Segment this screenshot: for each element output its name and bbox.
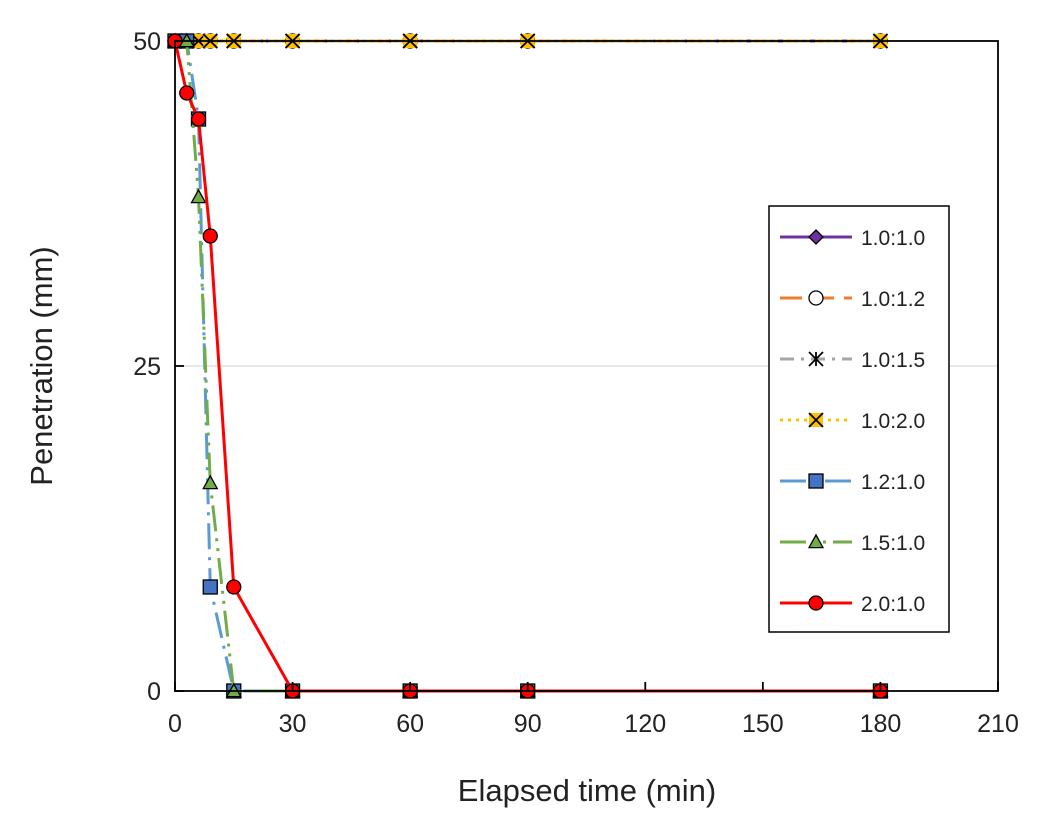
x-tick-label-180: 180: [860, 710, 902, 738]
x-tick-label-210: 210: [977, 710, 1019, 738]
x-axis-title: Elapsed time (min): [458, 773, 716, 808]
legend-marker-6: [808, 595, 824, 611]
legend: 1.0:1.0 1.0:1.2 1.0:1.5 1.0:2.0 1.2:1.0 1.5:1…: [768, 205, 950, 633]
legend-item-0: 1.0:1.0: [780, 227, 925, 250]
y-axis-title: Penetration (mm): [24, 246, 59, 485]
x-tick-label-150: 150: [742, 710, 784, 738]
x-tick-label-0: 0: [168, 710, 182, 738]
y-tick-label-50: 50: [133, 28, 161, 56]
legend-marker-0: [808, 229, 824, 245]
legend-item-6: 2.0:1.0: [780, 593, 925, 616]
data-point-6-2: [190, 111, 207, 127]
x-tick-label-30: 30: [279, 710, 307, 738]
data-point-6-1: [179, 85, 195, 101]
x-tick-label-90: 90: [514, 710, 542, 738]
legend-label-5: 1.5:1.0: [861, 532, 925, 555]
legend-item-3: 1.0:2.0: [780, 410, 925, 433]
legend-marker-3-stroke-b: [808, 412, 824, 428]
legend-item-1: 1.0:1.2: [780, 288, 925, 311]
legend-marker-3: [808, 412, 824, 428]
legend-marker-2: [808, 351, 824, 367]
x-tick-label-120: 120: [624, 710, 666, 738]
legend-marker-1: [808, 290, 824, 306]
legend-label-4: 1.2:1.0: [861, 471, 925, 494]
data-point-6-4: [226, 579, 242, 595]
data-point-4-3: [202, 579, 218, 595]
legend-marker-5: [807, 533, 825, 549]
axes: 0 30 60 90 120 150 180 210 0 25 50: [133, 28, 1019, 738]
x-tick-label-60: 60: [396, 710, 424, 738]
legend-label-3: 1.0:2.0: [861, 410, 925, 433]
data-point-6-3: [202, 228, 218, 244]
y-tick-label-0: 0: [147, 678, 161, 706]
legend-label-0: 1.0:1.0: [861, 227, 925, 250]
data-point-5-3: [202, 474, 219, 490]
legend-label-6: 2.0:1.0: [861, 593, 925, 616]
legend-item-5: 1.5:1.0: [780, 532, 925, 555]
legend-item-2: 1.0:1.5: [780, 349, 925, 372]
data-point-5-2: [190, 188, 207, 204]
legend-label-2: 1.0:1.5: [861, 349, 925, 372]
legend-item-4: 1.2:1.0: [780, 471, 925, 494]
legend-marker-4: [808, 473, 824, 489]
y-tick-label-25: 25: [133, 353, 161, 381]
legend-label-1: 1.0:1.2: [861, 288, 925, 311]
